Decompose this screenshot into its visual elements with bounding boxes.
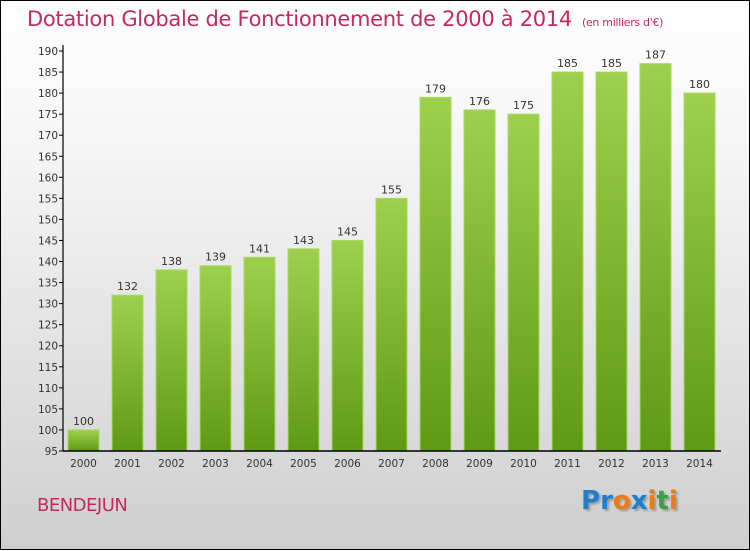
bar xyxy=(375,197,408,452)
y-tick-label: 110 xyxy=(38,383,58,395)
y-tick-label: 100 xyxy=(38,425,58,437)
x-tick-label: 2011 xyxy=(554,458,581,470)
x-tick-label: 2012 xyxy=(598,458,625,470)
x-tick-label: 2009 xyxy=(466,458,493,470)
data-label: 145 xyxy=(337,225,358,238)
y-tick-label: 180 xyxy=(38,88,58,100)
y-tick-label: 115 xyxy=(38,362,58,374)
bar xyxy=(155,269,188,452)
x-tick-label: 2001 xyxy=(114,458,141,470)
y-tick-label: 125 xyxy=(38,320,58,332)
data-label: 143 xyxy=(293,234,314,247)
data-label: 100 xyxy=(73,415,94,428)
y-tick-label: 120 xyxy=(38,341,58,353)
y-tick-label: 135 xyxy=(38,278,58,290)
bar xyxy=(683,92,716,452)
y-tick-label: 155 xyxy=(38,193,58,205)
data-label: 139 xyxy=(205,251,226,264)
title-text: Dotation Globale de Fonctionnement de 20… xyxy=(27,7,572,31)
y-tick-label: 185 xyxy=(38,67,58,79)
bar xyxy=(595,71,628,452)
x-tick-label: 2013 xyxy=(642,458,669,470)
chart-title: Dotation Globale de Fonctionnement de 20… xyxy=(27,7,663,31)
data-label: 138 xyxy=(161,255,182,268)
x-tick-label: 2007 xyxy=(378,458,405,470)
data-label: 179 xyxy=(425,82,446,95)
x-tick-label: 2010 xyxy=(510,458,537,470)
x-tick-label: 2006 xyxy=(334,458,361,470)
data-label: 187 xyxy=(645,49,666,62)
bar xyxy=(551,71,584,452)
bar xyxy=(507,113,540,452)
data-label: 176 xyxy=(469,95,490,108)
y-tick-label: 165 xyxy=(38,151,58,163)
y-tick-label: 175 xyxy=(38,109,58,121)
y-tick-label: 190 xyxy=(38,46,58,58)
bar xyxy=(463,109,496,452)
y-tick-label: 150 xyxy=(38,214,58,226)
bar xyxy=(199,265,232,452)
bar xyxy=(243,256,276,452)
data-label: 132 xyxy=(117,280,138,293)
x-tick-label: 2003 xyxy=(202,458,229,470)
bar xyxy=(639,63,672,452)
data-label: 141 xyxy=(249,242,270,255)
y-tick-label: 170 xyxy=(38,130,58,142)
y-tick-label: 105 xyxy=(38,404,58,416)
x-tick-label: 2014 xyxy=(686,458,713,470)
bar xyxy=(331,239,364,452)
bar xyxy=(419,96,452,452)
data-label: 185 xyxy=(601,57,622,70)
y-tick-label: 130 xyxy=(38,299,58,311)
bar xyxy=(287,248,320,452)
data-label: 155 xyxy=(381,183,402,196)
proxiti-logo: Proxiti xyxy=(581,486,678,516)
y-tick-label: 140 xyxy=(38,257,58,269)
x-tick-label: 2008 xyxy=(422,458,449,470)
x-tick-label: 2002 xyxy=(158,458,185,470)
bar xyxy=(67,429,100,452)
bar xyxy=(111,294,144,452)
x-tick-label: 2000 xyxy=(70,458,97,470)
y-tick-label: 160 xyxy=(38,172,58,184)
data-label: 180 xyxy=(689,78,710,91)
y-tick-label: 95 xyxy=(45,446,58,458)
data-label: 185 xyxy=(557,57,578,70)
x-tick-label: 2005 xyxy=(290,458,317,470)
chart-subtitle: (en milliers d'€) xyxy=(581,16,664,29)
x-tick-label: 2004 xyxy=(246,458,273,470)
data-label: 175 xyxy=(513,99,534,112)
city-name: BENDEJUN xyxy=(37,495,128,516)
y-tick-label: 145 xyxy=(38,235,58,247)
